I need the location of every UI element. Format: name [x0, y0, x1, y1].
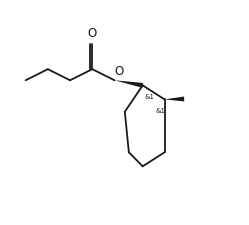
Text: O: O	[115, 65, 124, 78]
Text: O: O	[88, 27, 97, 40]
Polygon shape	[165, 97, 184, 101]
Polygon shape	[115, 80, 143, 88]
Text: &1: &1	[156, 108, 166, 114]
Text: &1: &1	[145, 94, 155, 100]
